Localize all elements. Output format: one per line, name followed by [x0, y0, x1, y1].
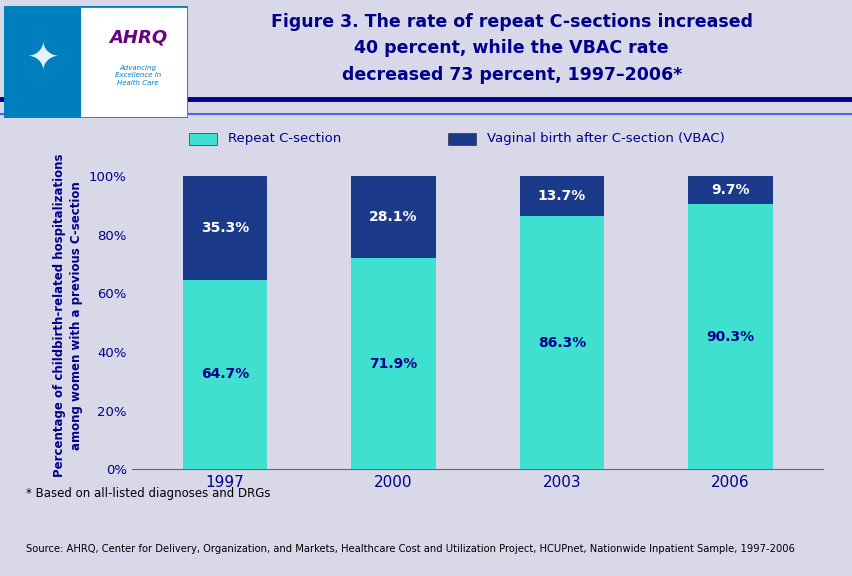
- Bar: [351, 176, 435, 259]
- Text: ✦: ✦: [26, 41, 59, 79]
- Bar: [81, 6, 187, 118]
- Bar: [519, 176, 603, 216]
- Text: 28.1%: 28.1%: [369, 210, 417, 224]
- Text: 71.9%: 71.9%: [369, 357, 417, 371]
- Bar: [447, 133, 475, 145]
- Text: AHRQ: AHRQ: [109, 28, 167, 46]
- Text: 13.7%: 13.7%: [537, 189, 585, 203]
- Bar: [182, 176, 267, 279]
- Bar: [351, 259, 435, 469]
- Text: 9.7%: 9.7%: [711, 183, 749, 197]
- Text: 90.3%: 90.3%: [705, 330, 754, 344]
- Text: Vaginal birth after C-section (VBAC): Vaginal birth after C-section (VBAC): [486, 132, 723, 145]
- Y-axis label: Percentage of childbirth-related hospitalizations
among women with a previous C-: Percentage of childbirth-related hospita…: [53, 154, 83, 477]
- Bar: [688, 176, 772, 204]
- Text: 35.3%: 35.3%: [200, 221, 249, 235]
- Text: Advancing
Excellence in
Health Care: Advancing Excellence in Health Care: [115, 65, 161, 86]
- Text: 86.3%: 86.3%: [537, 336, 585, 350]
- Text: Repeat C-section: Repeat C-section: [227, 132, 341, 145]
- Text: Source: AHRQ, Center for Delivery, Organization, and Markets, Healthcare Cost an: Source: AHRQ, Center for Delivery, Organ…: [26, 544, 793, 554]
- Text: decreased 73 percent, 1997–2006*: decreased 73 percent, 1997–2006*: [341, 66, 682, 84]
- Text: 40 percent, while the VBAC rate: 40 percent, while the VBAC rate: [354, 39, 668, 58]
- Bar: [182, 279, 267, 469]
- Bar: [519, 216, 603, 469]
- Text: * Based on all-listed diagnoses and DRGs: * Based on all-listed diagnoses and DRGs: [26, 487, 270, 500]
- Text: Figure 3. The rate of repeat C-sections increased: Figure 3. The rate of repeat C-sections …: [270, 13, 752, 31]
- Bar: [189, 133, 217, 145]
- Text: 64.7%: 64.7%: [200, 367, 249, 381]
- Bar: [688, 204, 772, 469]
- Bar: [4, 6, 81, 118]
